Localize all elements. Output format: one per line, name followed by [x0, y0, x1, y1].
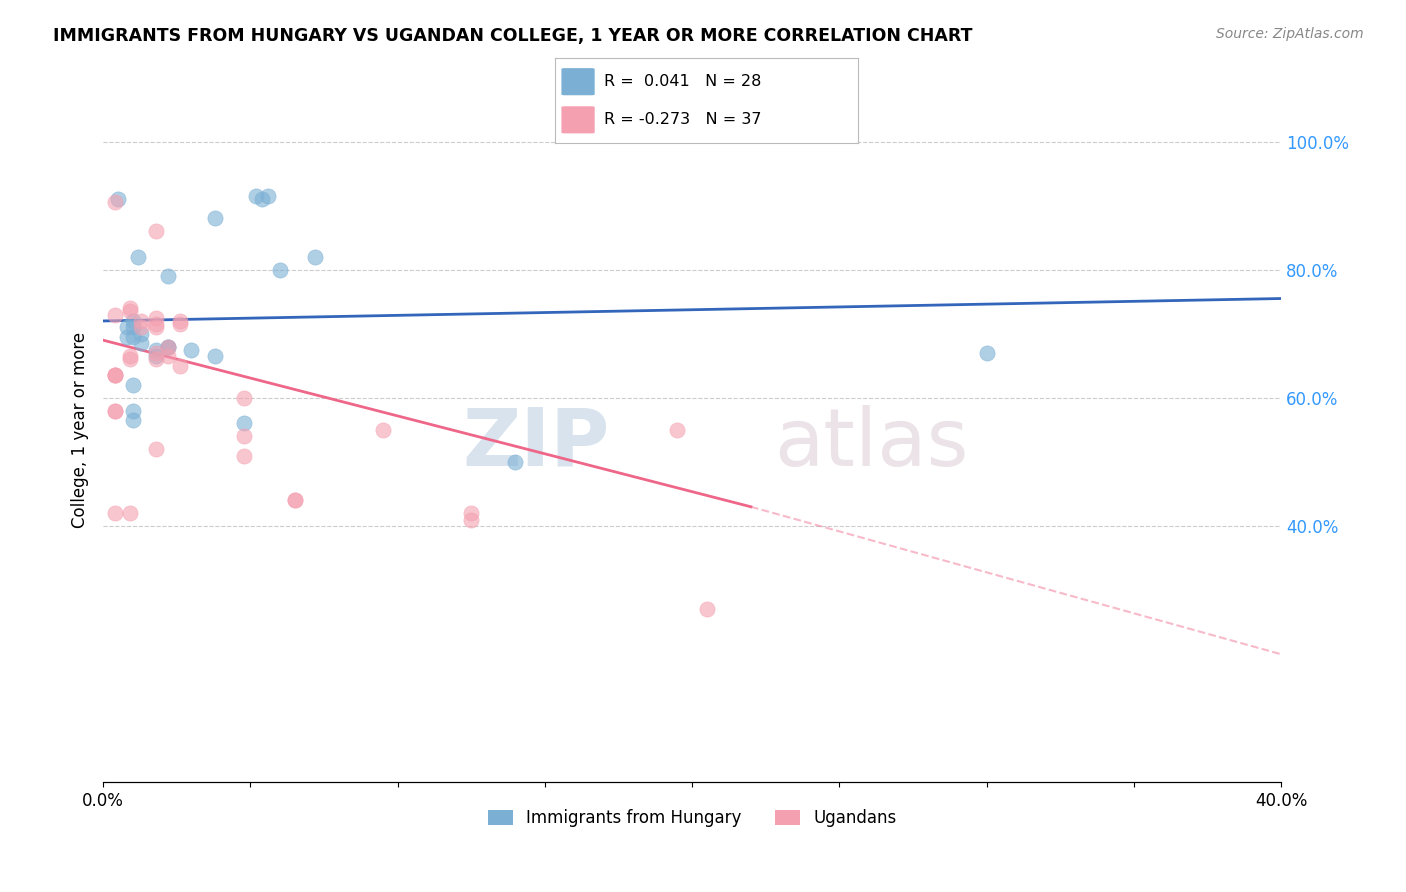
Point	[156, 349, 179, 363]
Point	[156, 269, 179, 284]
Point	[115, 330, 138, 344]
Point	[204, 211, 226, 226]
Point	[104, 403, 127, 417]
Point	[696, 602, 718, 616]
Point	[233, 449, 256, 463]
FancyBboxPatch shape	[561, 68, 595, 95]
Text: R =  0.041   N = 28: R = 0.041 N = 28	[603, 74, 761, 89]
Point	[233, 429, 256, 443]
Point	[145, 310, 167, 325]
Point	[118, 506, 141, 520]
Point	[104, 368, 127, 383]
Point	[104, 195, 127, 210]
Point	[156, 340, 179, 354]
Point	[505, 455, 527, 469]
Text: R = -0.273   N = 37: R = -0.273 N = 37	[603, 112, 761, 128]
Point	[976, 346, 998, 360]
Point	[283, 493, 305, 508]
Point	[204, 349, 226, 363]
Point	[145, 343, 167, 357]
Point	[104, 368, 127, 383]
Point	[118, 304, 141, 318]
Point	[145, 317, 167, 331]
Legend: Immigrants from Hungary, Ugandans: Immigrants from Hungary, Ugandans	[481, 803, 903, 834]
Point	[115, 320, 138, 334]
Point	[145, 224, 167, 238]
Text: ZIP: ZIP	[463, 405, 610, 483]
Point	[104, 506, 127, 520]
Y-axis label: College, 1 year or more: College, 1 year or more	[72, 332, 89, 528]
Point	[145, 349, 167, 363]
Point	[131, 320, 153, 334]
Point	[121, 413, 143, 427]
Point	[245, 189, 267, 203]
Point	[121, 320, 143, 334]
Point	[121, 378, 143, 392]
Point	[145, 442, 167, 456]
Point	[666, 423, 689, 437]
Point	[121, 314, 143, 328]
Point	[145, 352, 167, 367]
FancyBboxPatch shape	[561, 106, 595, 134]
Point	[131, 326, 153, 341]
Text: atlas: atlas	[775, 405, 969, 483]
Point	[460, 513, 482, 527]
Point	[283, 493, 305, 508]
Point	[127, 250, 149, 264]
Point	[107, 192, 129, 206]
Point	[269, 262, 291, 277]
Text: Source: ZipAtlas.com: Source: ZipAtlas.com	[1216, 27, 1364, 41]
Point	[131, 314, 153, 328]
Point	[304, 250, 326, 264]
Point	[233, 417, 256, 431]
Point	[169, 317, 191, 331]
Point	[180, 343, 202, 357]
Point	[156, 340, 179, 354]
Point	[104, 368, 127, 383]
Point	[104, 403, 127, 417]
Point	[460, 506, 482, 520]
Point	[118, 352, 141, 367]
Point	[169, 359, 191, 373]
Point	[156, 340, 179, 354]
Point	[121, 403, 143, 417]
Point	[257, 189, 280, 203]
Point	[233, 391, 256, 405]
Text: IMMIGRANTS FROM HUNGARY VS UGANDAN COLLEGE, 1 YEAR OR MORE CORRELATION CHART: IMMIGRANTS FROM HUNGARY VS UGANDAN COLLE…	[53, 27, 973, 45]
Point	[250, 192, 273, 206]
Point	[371, 423, 394, 437]
Point	[169, 314, 191, 328]
Point	[145, 346, 167, 360]
Point	[131, 336, 153, 351]
Point	[121, 330, 143, 344]
Point	[104, 308, 127, 322]
Point	[145, 320, 167, 334]
Point	[118, 349, 141, 363]
Point	[118, 301, 141, 315]
